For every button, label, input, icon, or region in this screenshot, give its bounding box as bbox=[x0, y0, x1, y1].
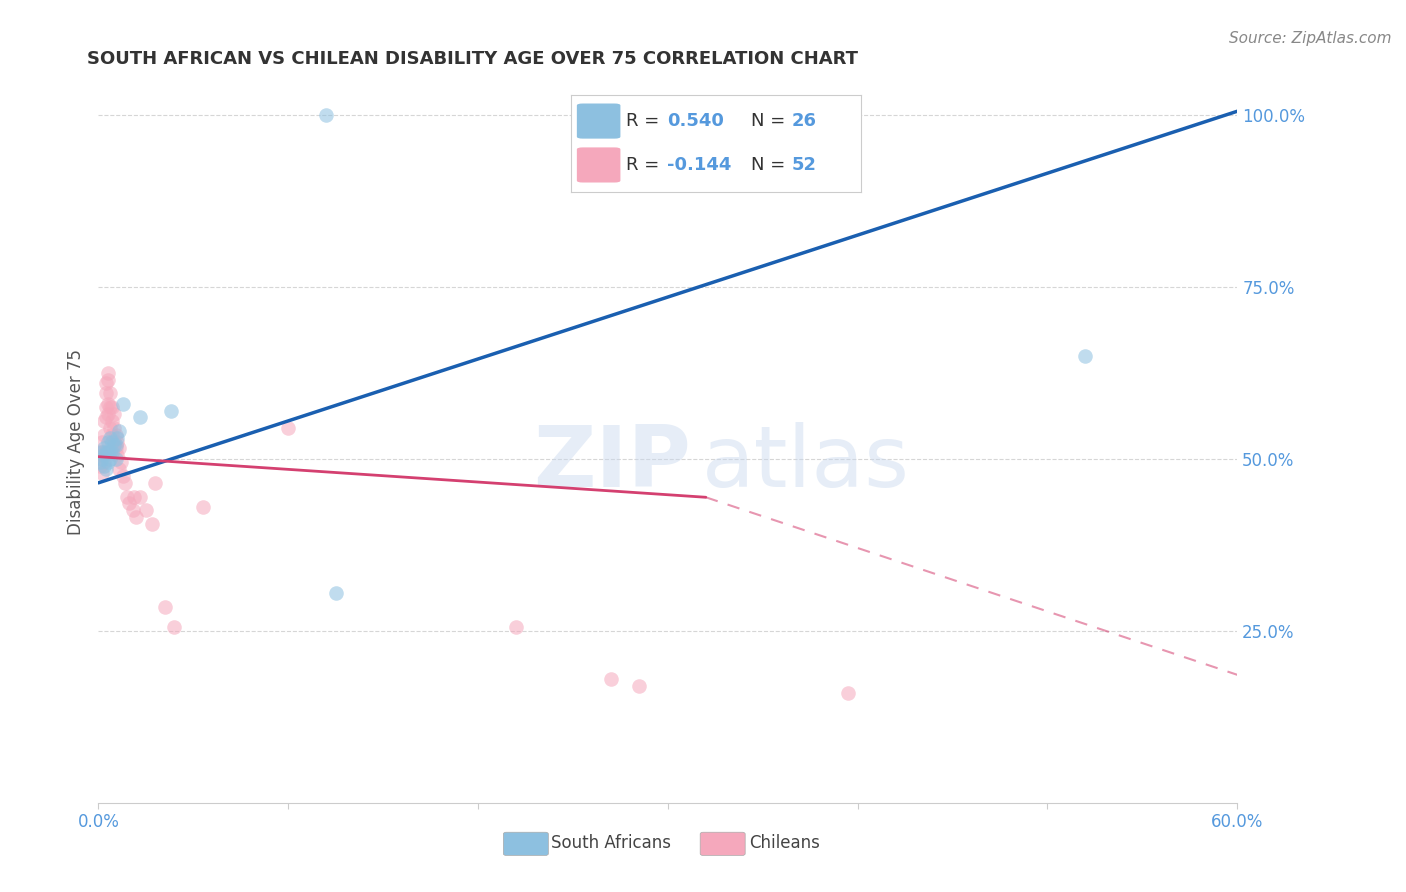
Point bbox=[91, 448, 114, 462]
Text: South Africans: South Africans bbox=[551, 834, 671, 852]
Point bbox=[112, 469, 135, 483]
Point bbox=[103, 438, 125, 452]
Point bbox=[153, 599, 176, 614]
Point bbox=[93, 442, 115, 456]
Point bbox=[108, 462, 131, 476]
Point bbox=[100, 445, 122, 459]
Point bbox=[600, 672, 623, 686]
Point bbox=[100, 414, 122, 428]
Point bbox=[108, 424, 131, 438]
Point bbox=[104, 438, 127, 452]
Point bbox=[93, 458, 115, 473]
Point bbox=[94, 386, 117, 401]
Point bbox=[141, 517, 163, 532]
Point bbox=[104, 427, 127, 442]
Point bbox=[97, 445, 120, 459]
Point bbox=[91, 445, 114, 459]
Point bbox=[98, 421, 121, 435]
Point bbox=[97, 397, 120, 411]
Point bbox=[118, 496, 141, 510]
Text: ZIP: ZIP bbox=[533, 422, 690, 505]
Point bbox=[115, 490, 138, 504]
Y-axis label: Disability Age Over 75: Disability Age Over 75 bbox=[66, 349, 84, 534]
Point bbox=[325, 586, 347, 600]
Point bbox=[103, 421, 125, 435]
Point bbox=[94, 410, 117, 425]
Point bbox=[94, 400, 117, 414]
Point bbox=[129, 410, 152, 425]
Point bbox=[124, 490, 146, 504]
Point bbox=[112, 397, 135, 411]
Point bbox=[91, 451, 114, 466]
Point bbox=[505, 620, 527, 634]
Point bbox=[277, 421, 299, 435]
Point bbox=[145, 475, 167, 490]
Point bbox=[103, 434, 125, 449]
Point bbox=[837, 686, 859, 700]
Point bbox=[97, 366, 120, 380]
Point bbox=[100, 434, 122, 449]
Point bbox=[98, 445, 121, 459]
Point bbox=[108, 442, 131, 456]
Point bbox=[103, 407, 125, 421]
Point bbox=[100, 427, 122, 442]
Point bbox=[104, 442, 127, 456]
Point bbox=[93, 427, 115, 442]
Text: Source: ZipAtlas.com: Source: ZipAtlas.com bbox=[1229, 31, 1392, 46]
Point bbox=[159, 403, 181, 417]
Point bbox=[1074, 349, 1097, 363]
Point bbox=[107, 448, 129, 462]
Point bbox=[91, 434, 114, 449]
Point bbox=[191, 500, 214, 514]
Point bbox=[93, 445, 115, 459]
Point bbox=[94, 376, 117, 390]
Point bbox=[98, 386, 121, 401]
Point bbox=[89, 458, 111, 473]
Point bbox=[94, 445, 117, 459]
Point bbox=[93, 455, 115, 469]
Point bbox=[315, 108, 337, 122]
Point bbox=[104, 451, 127, 466]
Point bbox=[98, 451, 121, 466]
Point bbox=[89, 455, 111, 469]
Point bbox=[93, 414, 115, 428]
Point bbox=[94, 462, 117, 476]
Point bbox=[93, 448, 115, 462]
Point bbox=[121, 503, 143, 517]
Point bbox=[163, 620, 186, 634]
Text: atlas: atlas bbox=[702, 422, 910, 505]
Point bbox=[114, 475, 136, 490]
Point bbox=[97, 434, 120, 449]
Point bbox=[129, 490, 152, 504]
Point bbox=[97, 373, 120, 387]
Point bbox=[107, 434, 129, 449]
Text: SOUTH AFRICAN VS CHILEAN DISABILITY AGE OVER 75 CORRELATION CHART: SOUTH AFRICAN VS CHILEAN DISABILITY AGE … bbox=[87, 50, 858, 68]
Point bbox=[91, 466, 114, 480]
Point bbox=[714, 108, 737, 122]
Point bbox=[89, 445, 111, 459]
Point bbox=[107, 431, 129, 445]
Point bbox=[110, 455, 132, 469]
Point bbox=[135, 503, 157, 517]
Point bbox=[98, 431, 121, 445]
Point bbox=[98, 400, 121, 414]
Point bbox=[100, 400, 122, 414]
Point bbox=[628, 679, 651, 693]
Point bbox=[125, 510, 148, 524]
Text: Chileans: Chileans bbox=[749, 834, 820, 852]
Point bbox=[97, 455, 120, 469]
Point bbox=[97, 407, 120, 421]
